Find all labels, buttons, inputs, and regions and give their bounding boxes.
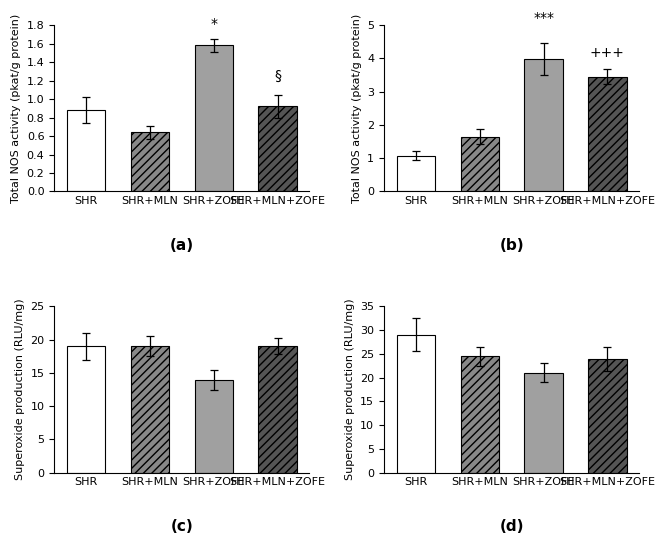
Text: +++: +++ — [590, 46, 625, 60]
Bar — [67, 346, 105, 473]
Bar — [524, 373, 563, 473]
Text: *: * — [210, 17, 217, 30]
Text: (c): (c) — [171, 519, 193, 534]
Bar — [588, 358, 627, 473]
Text: ***: *** — [533, 11, 554, 25]
Y-axis label: Total NOS activity (pkat/g protein): Total NOS activity (pkat/g protein) — [11, 14, 21, 203]
Text: (a): (a) — [170, 238, 194, 253]
Bar — [195, 379, 233, 473]
Y-axis label: Superoxide production (RLU/mg): Superoxide production (RLU/mg) — [15, 299, 25, 481]
Y-axis label: Superoxide production (RLU/mg): Superoxide production (RLU/mg) — [345, 299, 355, 481]
Bar — [461, 356, 499, 473]
Bar — [130, 346, 169, 473]
Bar — [524, 59, 563, 191]
Bar — [461, 137, 499, 191]
Bar — [195, 45, 233, 191]
Bar — [258, 106, 296, 191]
Bar — [588, 77, 627, 191]
Y-axis label: Total NOS activity (pkat/g protein): Total NOS activity (pkat/g protein) — [352, 14, 362, 203]
Bar — [258, 346, 296, 473]
Text: §: § — [274, 69, 281, 82]
Bar — [397, 335, 435, 473]
Bar — [67, 110, 105, 191]
Text: (b): (b) — [499, 238, 524, 253]
Bar — [397, 155, 435, 191]
Bar — [130, 132, 169, 191]
Text: (d): (d) — [500, 519, 524, 534]
